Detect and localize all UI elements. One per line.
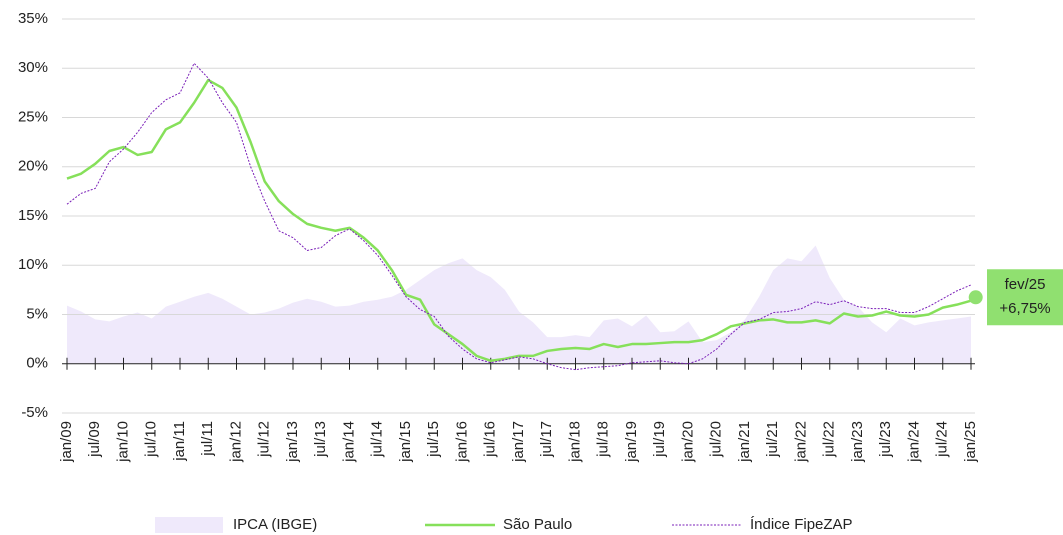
x-tick-label: jul/21: [764, 421, 781, 458]
x-tick-label: jan/21: [736, 421, 753, 463]
y-tick-label: 10%: [18, 256, 48, 273]
y-tick-label: -5%: [21, 404, 48, 421]
x-tick-label: jan/25: [962, 421, 979, 463]
x-tick-label: jul/14: [369, 421, 386, 458]
line: [66, 62, 972, 371]
annotation-dot: [968, 290, 983, 305]
legend-label: Índice FipeZAP: [750, 516, 853, 533]
x-tick-label: jan/12: [227, 421, 244, 463]
y-tick-label: 25%: [18, 108, 48, 125]
legend-label: São Paulo: [503, 516, 572, 533]
x-tick-label: jan/17: [510, 421, 527, 463]
x-tick-label: jul/13: [312, 421, 329, 458]
x-tick-label: jan/19: [623, 421, 640, 463]
x-tick-label: jul/24: [934, 421, 951, 458]
x-tick-label: jul/16: [482, 421, 499, 458]
y-tick-label: 30%: [18, 59, 48, 76]
x-tick-label: jul/19: [651, 421, 668, 458]
x-tick-label: jan/13: [284, 421, 301, 463]
annotation-box: [987, 269, 1063, 326]
y-tick-label: 15%: [18, 207, 48, 224]
x-tick-label: jan/10: [114, 421, 131, 463]
x-tick-label: jan/23: [849, 421, 866, 463]
x-tick-label: jul/10: [143, 421, 160, 458]
annotation-value: +6,75%: [999, 300, 1050, 317]
legend-label: IPCA (IBGE): [233, 516, 317, 533]
x-tick-label: jul/22: [821, 421, 838, 458]
y-tick-label: 5%: [26, 305, 48, 322]
y-tick-label: 35%: [18, 10, 48, 27]
y-tick-label: 0%: [26, 355, 48, 372]
x-tick-label: jul/09: [86, 421, 103, 458]
x-tick-label: jul/18: [595, 421, 612, 458]
x-tick-label: jan/20: [679, 421, 696, 463]
annotation-label: fev/25: [1005, 276, 1046, 293]
x-tick-label: jan/18: [566, 421, 583, 463]
x-tick-label: jan/15: [397, 421, 414, 463]
x-tick-label: jul/17: [538, 421, 555, 458]
x-tick-label: jan/16: [453, 421, 470, 463]
line: [66, 78, 972, 363]
legend-swatch: [155, 517, 223, 533]
x-tick-label: jan/14: [340, 421, 357, 463]
x-tick-label: jul/12: [256, 421, 273, 458]
x-tick-label: jul/15: [425, 421, 442, 458]
x-tick-label: jan/24: [905, 421, 922, 463]
x-tick-label: jul/11: [199, 421, 216, 457]
x-tick-label: jan/09: [58, 421, 75, 463]
x-tick-label: jan/22: [792, 421, 809, 463]
x-tick-label: jan/11: [171, 421, 188, 462]
x-tick-label: jul/20: [708, 421, 725, 458]
y-tick-label: 20%: [18, 158, 48, 175]
area: [67, 245, 971, 364]
x-tick-label: jul/23: [877, 421, 894, 458]
